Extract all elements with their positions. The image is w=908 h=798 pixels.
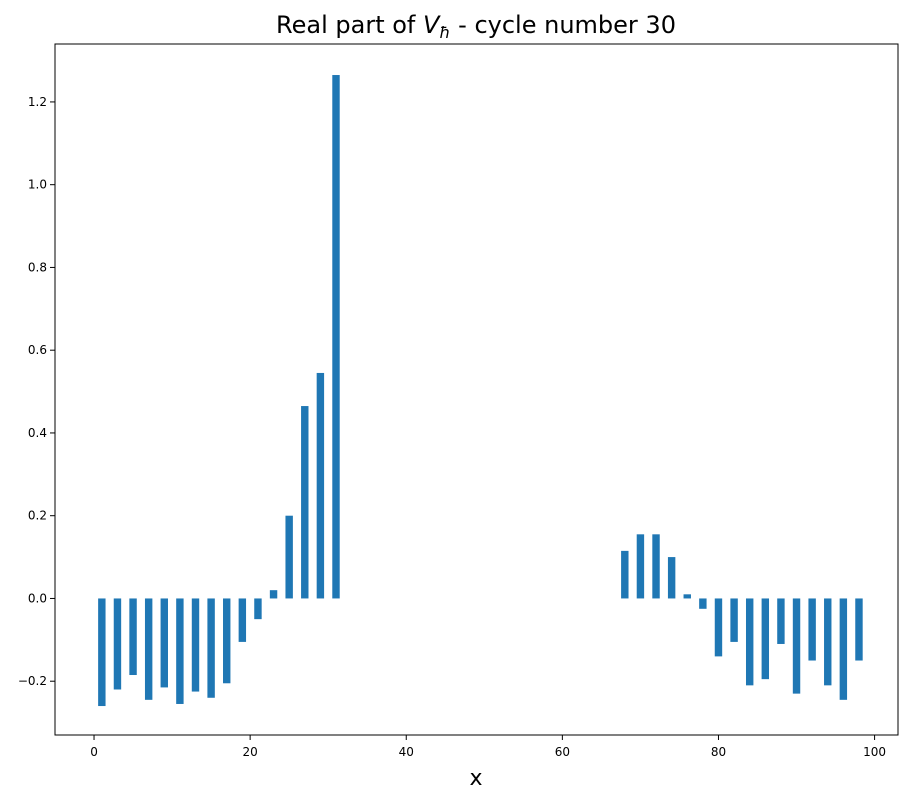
bar <box>777 598 785 644</box>
bar <box>714 598 723 657</box>
y-tick-label: 0.0 <box>28 591 47 605</box>
plot-frame <box>54 43 899 736</box>
bar <box>621 550 629 599</box>
bar <box>129 598 137 676</box>
bar <box>191 598 200 692</box>
bar <box>730 598 738 642</box>
bar <box>652 534 660 599</box>
y-tick-label: 1.2 <box>28 95 47 109</box>
title-suffix: - cycle number 30 <box>451 11 676 39</box>
bar <box>683 594 691 599</box>
x-tick-label: 40 <box>399 745 414 759</box>
bar <box>792 598 801 694</box>
bar <box>301 406 309 599</box>
bar <box>808 598 816 661</box>
bar <box>316 372 325 599</box>
y-tick-label: 0.6 <box>28 343 47 357</box>
x-axis-label: x <box>469 766 482 791</box>
bar <box>223 598 231 684</box>
x-axis-ticks: 0 20 40 60 80 100 <box>90 735 886 759</box>
chart-title: Real part of Vħ - cycle number 30 <box>276 11 676 42</box>
bar <box>855 598 863 661</box>
bar <box>699 598 707 609</box>
bar <box>667 557 676 599</box>
x-tick-label: 100 <box>863 745 886 759</box>
bar <box>824 598 832 686</box>
bar <box>761 598 770 680</box>
x-tick-label: 60 <box>555 745 570 759</box>
bar <box>207 598 215 698</box>
y-tick-label: 1.0 <box>28 178 47 192</box>
title-prefix: Real part of <box>276 11 423 39</box>
bar <box>839 598 848 700</box>
y-tick-label: 0.8 <box>28 260 47 274</box>
bars-group <box>98 75 863 707</box>
title-symbol: V <box>423 11 441 39</box>
bar <box>176 598 184 704</box>
bar <box>98 598 106 707</box>
bar <box>238 598 247 642</box>
x-tick-label: 20 <box>242 745 257 759</box>
bar <box>254 598 262 620</box>
bar <box>113 598 122 690</box>
y-tick-label: 0.2 <box>28 509 47 523</box>
title-subscript: ħ <box>439 23 450 42</box>
y-tick-label: −0.2 <box>18 674 47 688</box>
bar <box>285 515 293 599</box>
bar <box>269 590 278 599</box>
y-tick-label: 0.4 <box>28 426 47 440</box>
bar <box>745 598 754 686</box>
x-tick-label: 0 <box>90 745 98 759</box>
bar <box>332 75 340 599</box>
bar <box>160 598 168 688</box>
bar <box>144 598 153 700</box>
y-axis-ticks: −0.2 0.0 0.2 0.4 0.6 0.8 1.0 1.2 <box>18 95 55 688</box>
bar <box>636 534 645 599</box>
x-tick-label: 80 <box>711 745 726 759</box>
